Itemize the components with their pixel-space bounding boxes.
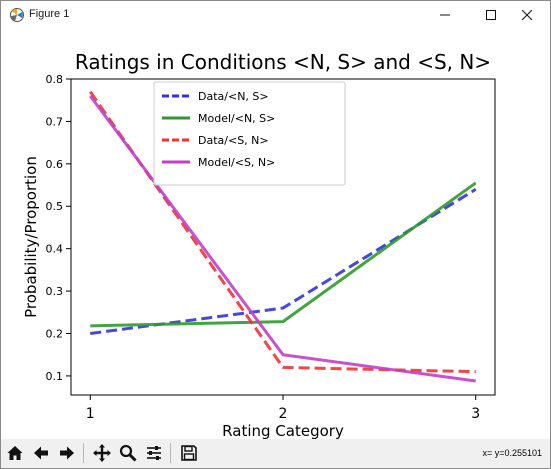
y-tick-label: 0.8 <box>46 73 64 86</box>
x-axis-label: Rating Category <box>222 422 344 439</box>
title-bar[interactable]: Figure 1 <box>1 1 550 29</box>
save-button[interactable] <box>178 442 200 464</box>
home-button[interactable] <box>4 442 26 464</box>
zoom-icon <box>119 444 137 462</box>
back-arrow-icon <box>34 446 48 460</box>
minimize-icon <box>440 14 450 16</box>
legend-label: Model/<N, S> <box>198 112 275 125</box>
zoom-button[interactable] <box>117 442 139 464</box>
series-line-0 <box>90 188 477 335</box>
subplots-icon <box>147 446 161 460</box>
home-icon <box>7 446 23 460</box>
cursor-position-readout: x= y=0.255101 <box>482 448 542 458</box>
y-axis-label: Probability/Proportion <box>22 156 40 318</box>
y-tick-label: 0.2 <box>46 327 64 340</box>
maximize-icon <box>486 10 496 20</box>
forward-button[interactable] <box>56 442 78 464</box>
matplotlib-logo-icon <box>10 8 24 22</box>
y-tick-label: 0.5 <box>46 200 64 213</box>
close-icon <box>522 10 532 20</box>
toolbar-separator <box>170 443 171 463</box>
close-button[interactable] <box>504 1 550 29</box>
configure-subplots-button[interactable] <box>143 442 165 464</box>
forward-arrow-icon <box>60 446 74 460</box>
maximize-button[interactable] <box>468 1 514 29</box>
figure-canvas[interactable]: Ratings in Conditions <N, S> and <S, N> 1… <box>1 29 550 440</box>
save-icon <box>181 445 197 461</box>
y-tick-label: 0.6 <box>46 158 64 171</box>
minimize-button[interactable] <box>422 1 468 29</box>
x-tick-label: 3 <box>471 406 480 422</box>
line-chart: Ratings in Conditions <N, S> and <S, N> 1… <box>22 50 496 440</box>
legend-label: Model/<S, N> <box>198 156 275 169</box>
y-tick-label: 0.1 <box>46 370 64 383</box>
pan-button[interactable] <box>91 442 113 464</box>
series-line-1 <box>90 181 477 328</box>
legend-label: Data/<N, S> <box>198 90 269 103</box>
y-tick-label: 0.7 <box>46 115 64 128</box>
pan-icon <box>93 444 111 462</box>
x-tick-label: 2 <box>279 406 288 422</box>
x-tick-label: 1 <box>86 406 95 422</box>
y-tick-label: 0.4 <box>46 243 64 256</box>
legend-label: Data/<S, N> <box>198 134 269 147</box>
toolbar-separator <box>83 443 84 463</box>
legend-box <box>153 81 346 186</box>
chart-title: Ratings in Conditions <N, S> and <S, N> <box>75 50 491 74</box>
window-title: Figure 1 <box>29 8 70 20</box>
y-tick-label: 0.3 <box>46 285 64 298</box>
navigation-toolbar: x= y=0.255101 <box>1 439 550 468</box>
back-button[interactable] <box>30 442 52 464</box>
